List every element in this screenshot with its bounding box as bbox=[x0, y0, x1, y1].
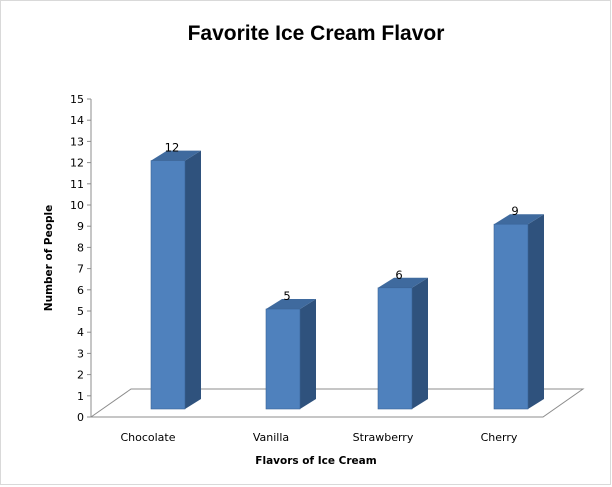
bar-front bbox=[493, 223, 529, 410]
y-tick-label: 1 bbox=[77, 390, 84, 403]
x-tick-label: Chocolate bbox=[120, 431, 175, 444]
y-tick-label: 0 bbox=[77, 411, 84, 424]
x-tick-label: Vanilla bbox=[253, 431, 289, 444]
y-tick-label: 4 bbox=[77, 326, 84, 339]
x-tick-label: Strawberry bbox=[353, 431, 414, 444]
floor-plane bbox=[89, 388, 585, 418]
x-tick-label: Cherry bbox=[481, 431, 518, 444]
y-tick-label: 11 bbox=[70, 178, 84, 191]
bar-top bbox=[151, 150, 201, 161]
chart-title: Favorite Ice Cream Flavor bbox=[188, 22, 445, 45]
y-axis-title: Number of People bbox=[43, 205, 55, 311]
bar-side bbox=[528, 214, 544, 409]
bar-top bbox=[494, 214, 544, 225]
bar-side bbox=[300, 299, 316, 409]
bars-group bbox=[150, 150, 544, 410]
data-label: 9 bbox=[511, 204, 518, 218]
y-tick-label: 3 bbox=[77, 347, 84, 360]
y-tick-label: 15 bbox=[70, 93, 84, 106]
y-tick-label: 2 bbox=[77, 369, 84, 382]
y-tick-label: 10 bbox=[70, 199, 84, 212]
bar-side bbox=[185, 150, 201, 409]
bar-front bbox=[377, 287, 413, 410]
x-axis: Chocolate Vanilla Strawberry Cherry bbox=[120, 431, 517, 444]
bar-vanilla bbox=[265, 299, 316, 410]
data-label: 12 bbox=[165, 141, 180, 155]
y-tick-label: 6 bbox=[77, 284, 84, 297]
bar-front bbox=[265, 308, 301, 410]
bar-top bbox=[378, 277, 428, 288]
bar-chocolate bbox=[150, 150, 201, 410]
x-axis-title: Flavors of Ice Cream bbox=[255, 455, 376, 467]
bar-strawberry bbox=[377, 277, 428, 410]
y-tick-label: 14 bbox=[70, 114, 84, 127]
y-tick-label: 13 bbox=[70, 135, 84, 148]
bar-top bbox=[266, 299, 316, 309]
data-label: 6 bbox=[395, 268, 402, 282]
y-tick-label: 5 bbox=[77, 305, 84, 318]
y-tick-label: 12 bbox=[70, 157, 84, 170]
bar-front bbox=[150, 160, 186, 410]
data-label: 5 bbox=[283, 289, 290, 303]
bar-cherry bbox=[493, 214, 544, 410]
y-tick-label: 9 bbox=[77, 220, 84, 233]
chart-floor bbox=[89, 388, 585, 418]
y-tick-label: 7 bbox=[77, 263, 84, 276]
bar-side bbox=[412, 277, 428, 409]
y-tick-label: 8 bbox=[77, 241, 84, 254]
data-labels-group: 12 5 6 9 bbox=[165, 141, 519, 303]
